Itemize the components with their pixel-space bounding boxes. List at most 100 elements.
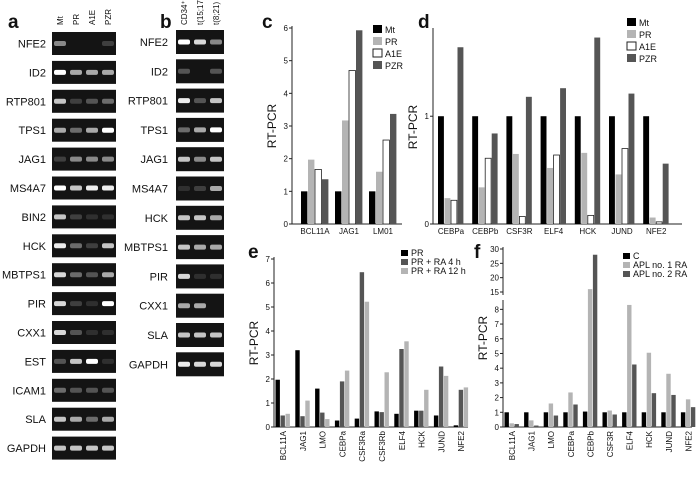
gel-band (70, 301, 82, 307)
gel-band (54, 98, 66, 104)
category-label: HCK (579, 227, 597, 236)
legend-label: Mt (385, 25, 395, 35)
category-label: BCL11A (279, 430, 288, 460)
gel-row-label: MBTPS1 (124, 242, 168, 254)
y-tick-label: 1 (425, 112, 430, 121)
bar-pr-ra-12-h (344, 370, 350, 427)
gel-strip (52, 407, 116, 431)
category-label: ELF4 (544, 227, 564, 236)
category-label: LMO (547, 431, 556, 448)
gel-strip (52, 32, 116, 55)
gel-row-label: TPS1 (140, 125, 168, 137)
bar-apl-no-2-ra (592, 254, 598, 427)
lane-label: PZR (104, 9, 113, 25)
gel-band (54, 416, 66, 422)
gel-band (102, 69, 114, 75)
bar-a1e (382, 139, 390, 225)
bar-pr-ra-4-h (458, 389, 464, 427)
bar-pr (394, 413, 399, 427)
gel-band (178, 273, 190, 279)
category-label: JAG1 (339, 227, 360, 236)
category-label: JUND (611, 227, 633, 236)
bar-pzr (390, 113, 397, 224)
legend-swatch (372, 48, 383, 58)
bar-c (563, 412, 568, 427)
bar-mt (574, 116, 581, 224)
y-tick-label: 0 (284, 220, 289, 229)
y-tick-label: 8 (495, 305, 500, 314)
bar-mt (335, 191, 342, 224)
legend-swatch (626, 41, 637, 51)
y-tick-label: 20 (490, 274, 499, 283)
bar-c (622, 412, 627, 427)
bar-pr-ra-12-h (463, 387, 469, 427)
gel-band (70, 185, 82, 191)
legend-swatch (373, 25, 382, 33)
bar-pr-ra-4-h (419, 410, 424, 427)
gel-band (86, 98, 98, 104)
bar-a1e (587, 214, 595, 225)
gel-band (210, 361, 222, 367)
bar-mt (540, 116, 547, 224)
bar-apl-no-2-ra (553, 415, 559, 427)
bar-pr (547, 167, 553, 224)
gel-band (86, 272, 98, 278)
category-label: CEBPa (567, 430, 576, 457)
gel-strip (52, 89, 116, 113)
gel-row-label: BIN2 (22, 212, 46, 224)
gel-band (178, 186, 190, 191)
gel-band (178, 68, 190, 74)
bar-pr (478, 187, 485, 224)
legend-swatch (401, 259, 408, 265)
gel-band (194, 98, 206, 104)
legend-label: APL no. 1 RA (633, 260, 687, 270)
gel-band (178, 215, 190, 221)
gel-band (178, 127, 190, 133)
y-axis-label: RT-PCR (476, 315, 490, 360)
gel-band (102, 387, 114, 393)
gel-band (70, 214, 82, 220)
gel-band (102, 98, 114, 104)
y-tick-label: 4 (495, 364, 500, 373)
gel-band (102, 185, 114, 191)
y-axis-label: RT-PCR (247, 320, 261, 365)
gel-band (102, 156, 114, 162)
gel-band (86, 127, 98, 133)
y-tick-label: 30 (490, 245, 499, 254)
category-label: ELF4 (398, 430, 407, 450)
bar-c (680, 412, 686, 427)
legend-label: PR + RA 12 h (411, 266, 466, 276)
gel-band (102, 301, 114, 307)
gel-strip (52, 321, 116, 344)
gel-band (54, 214, 66, 220)
gel-band (194, 39, 206, 45)
bar-pr-ra-12-h (285, 413, 290, 427)
gel-band (70, 445, 82, 451)
gel-band (70, 98, 82, 104)
category-label: HCK (418, 430, 427, 448)
gel-band (70, 69, 82, 75)
bar-pr (615, 174, 622, 224)
bar-pr-ra-12-h (325, 419, 330, 427)
legend-label: PR + RA 4 h (411, 257, 461, 267)
gel-band (70, 387, 82, 393)
gel-band (54, 243, 66, 249)
gel-band (54, 69, 66, 75)
bar-pr (649, 217, 656, 224)
gel-strip (52, 176, 116, 200)
gel-band (54, 358, 66, 364)
gel-row-label: GAPDH (7, 443, 46, 455)
bar-mt (369, 191, 376, 224)
legend-swatch (373, 37, 382, 45)
y-tick-label: 1 (284, 187, 289, 196)
gel-band (102, 445, 114, 451)
bar-apl-no-1-ra (587, 289, 593, 427)
gel-band (86, 214, 98, 220)
gel-band (194, 156, 206, 162)
gel-band (54, 185, 66, 191)
gel-band (54, 156, 66, 162)
gel-band (54, 127, 66, 133)
legend-label: A1E (639, 42, 656, 52)
bar-pr-ra-12-h (305, 400, 310, 427)
